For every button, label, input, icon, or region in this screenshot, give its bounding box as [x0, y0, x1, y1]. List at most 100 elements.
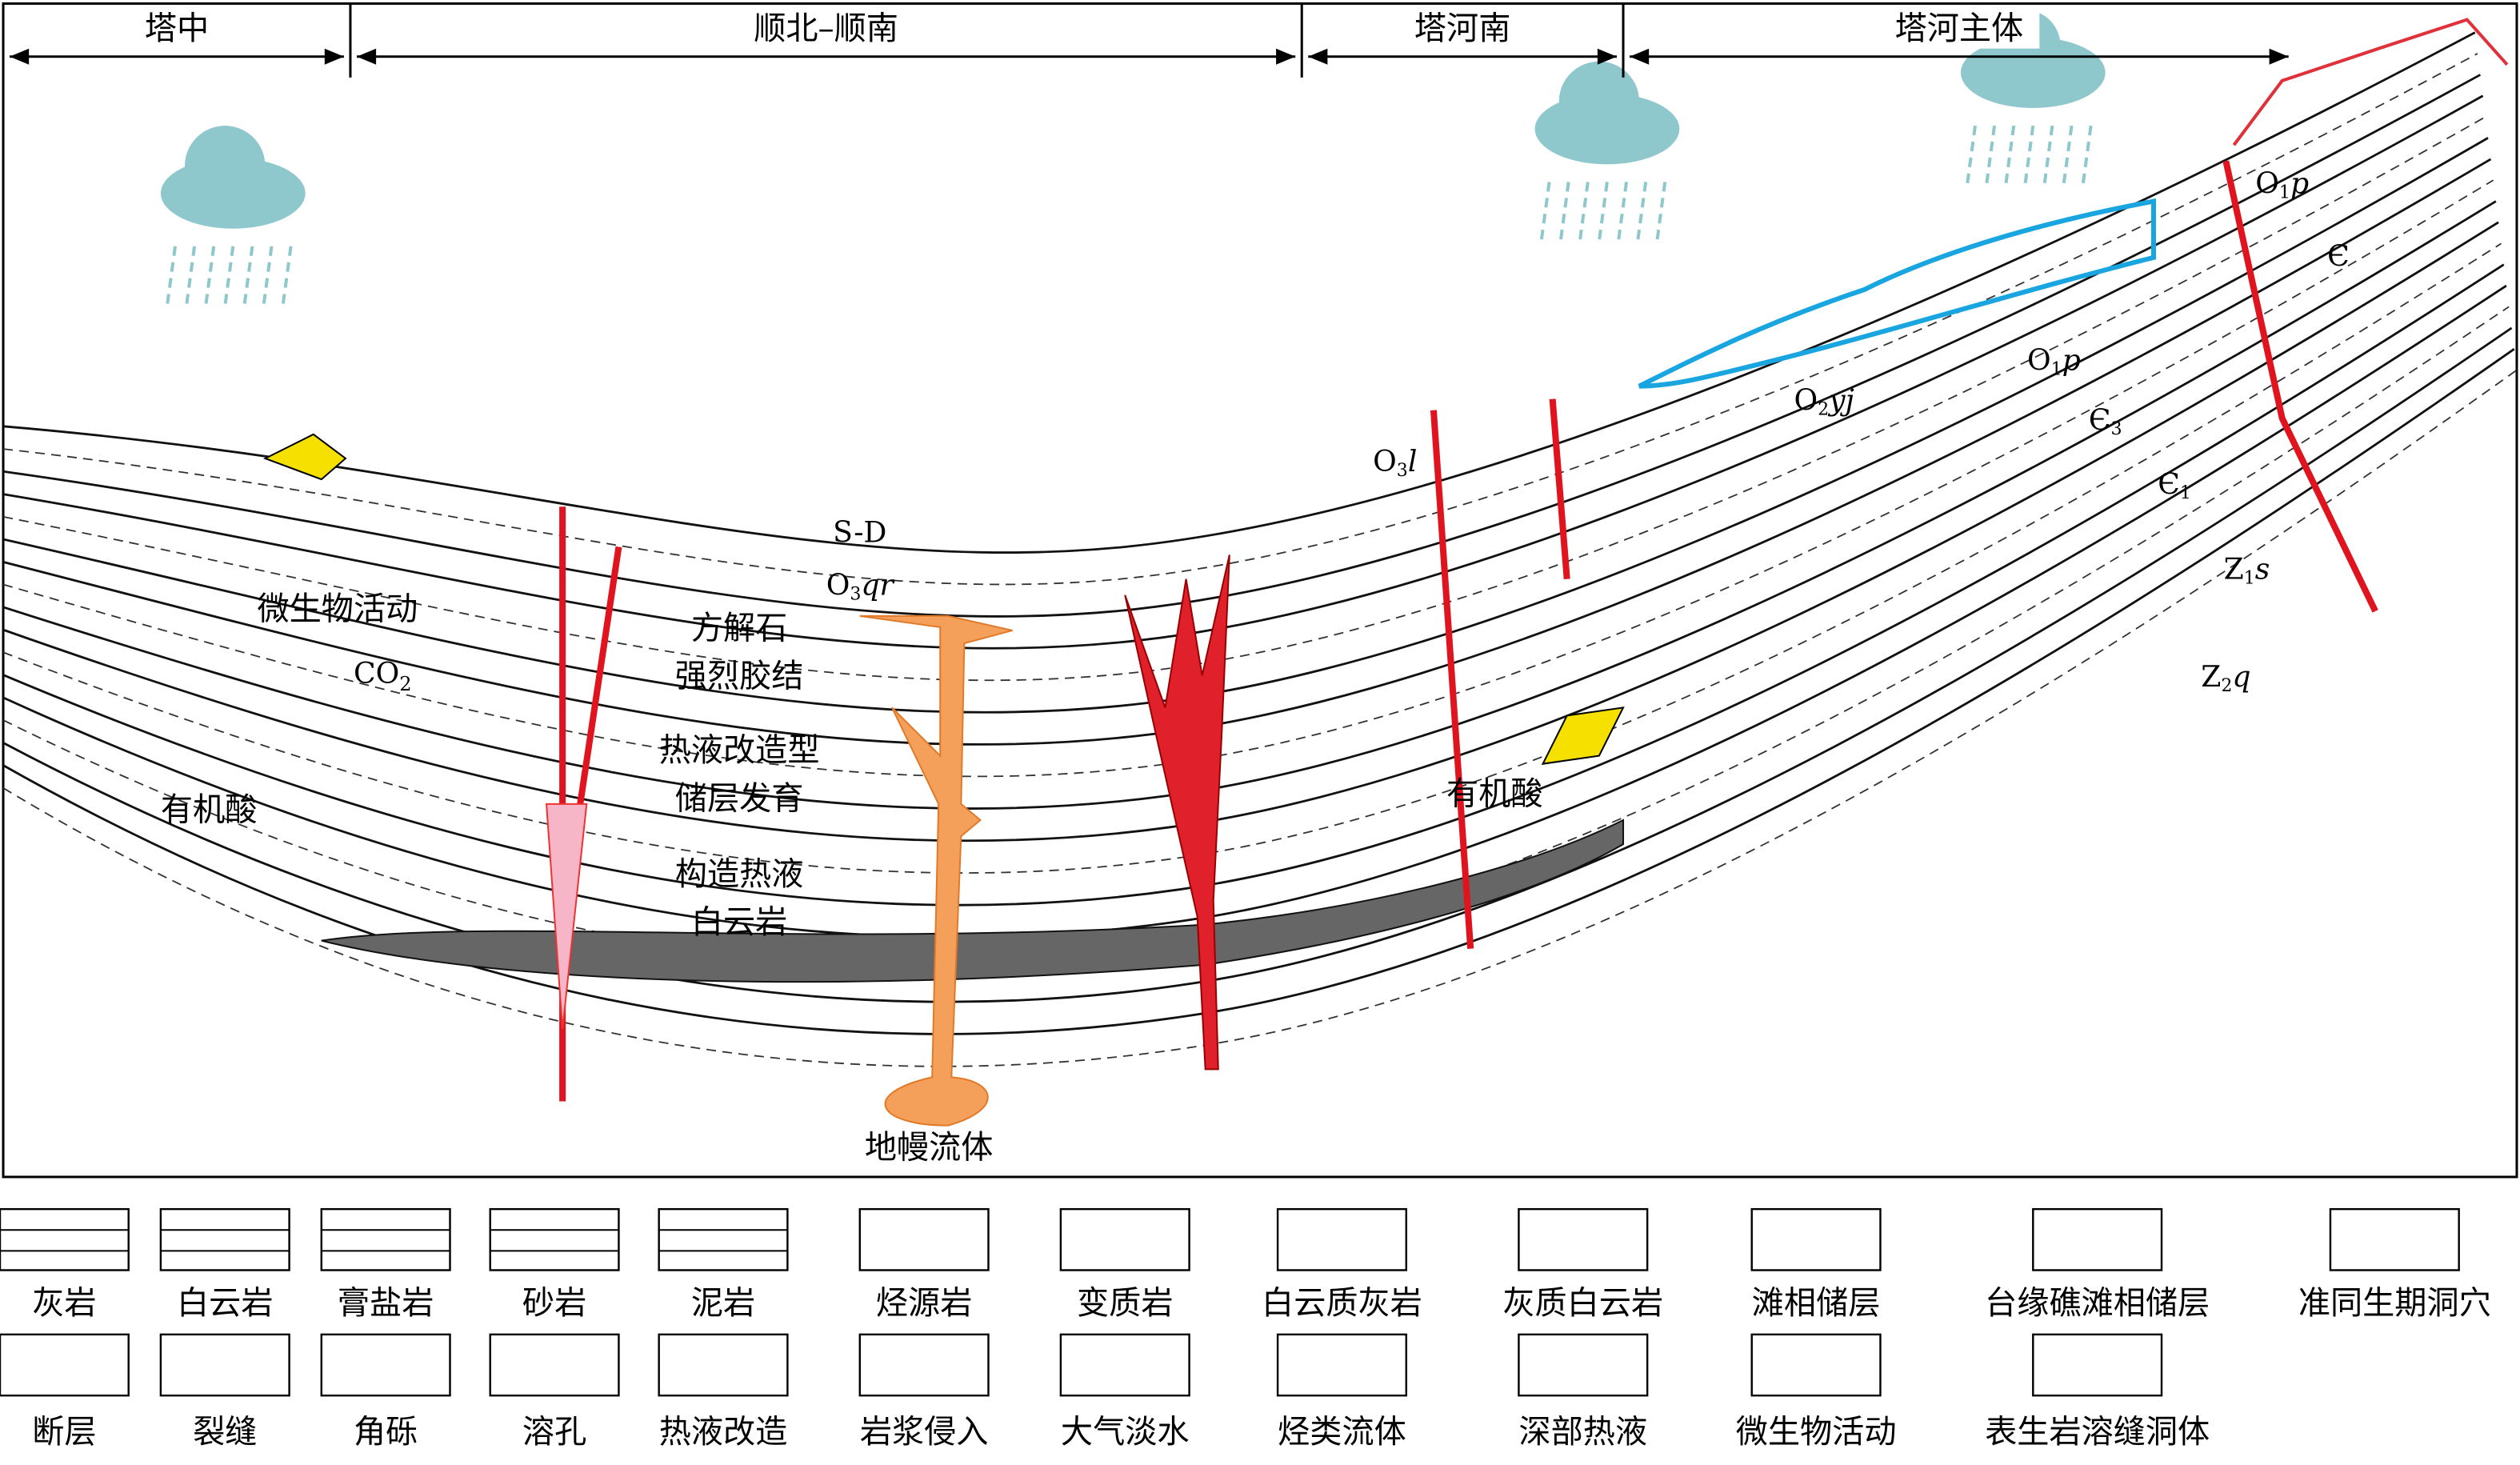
- formula-tail: l: [1408, 444, 1418, 478]
- formula-sub: 2: [399, 673, 411, 695]
- region-header: 塔中 顺北–顺南 塔河南 塔河主体: [10, 3, 2289, 78]
- stratum-boundary: [2, 179, 2494, 778]
- label-bg: [746, 10, 907, 49]
- label: 白云质灰岩: [1262, 1285, 1422, 1322]
- label: 断层: [32, 1414, 96, 1451]
- label: 有机酸: [161, 791, 257, 828]
- formula-base: Z: [2224, 551, 2244, 586]
- formula-base: O: [1373, 444, 1397, 478]
- legend-swatch: [489, 1333, 620, 1397]
- formula-tail: p: [2062, 342, 2081, 377]
- label: 变质岩: [1077, 1285, 1173, 1322]
- label: 塔河南: [1414, 10, 1510, 47]
- label: 膏盐岩: [338, 1285, 434, 1322]
- label: 灰质白云岩: [1502, 1285, 1663, 1322]
- label: 大气淡水: [1061, 1414, 1190, 1451]
- rain-drop: [1655, 182, 1667, 242]
- label: 有机酸: [1446, 775, 1542, 812]
- formula-base: Є: [2089, 402, 2111, 436]
- rain: [165, 125, 2093, 306]
- formation-label: O1p: [2027, 342, 2081, 380]
- hydrothermal-alteration: [545, 803, 588, 1030]
- label: 微生物活动: [257, 590, 418, 627]
- reef-reservoir: [1541, 706, 1625, 765]
- rain-drop: [223, 246, 235, 306]
- legend-swatch: [320, 1207, 451, 1271]
- label: 热液改造型: [659, 732, 820, 769]
- label: 砂岩: [522, 1285, 586, 1322]
- label: 塔河主体: [1895, 10, 2024, 47]
- label: 塔中: [145, 10, 209, 47]
- legend-swatch: [0, 1333, 130, 1397]
- rain-drop: [1636, 182, 1648, 242]
- label: 白云岩: [177, 1285, 273, 1322]
- source-rock: [321, 819, 1625, 983]
- label: 储层发育: [675, 780, 804, 817]
- rain-drop: [204, 246, 216, 306]
- legend-swatch: [0, 1207, 130, 1271]
- label-bg: [96, 10, 258, 49]
- rain-drop: [165, 246, 177, 306]
- rain-drop: [185, 246, 197, 306]
- rain-drop: [1539, 182, 1551, 242]
- rain-drop: [2004, 125, 2016, 186]
- label: 微生物活动: [1736, 1414, 1897, 1451]
- formula-sub: 3: [1397, 460, 1408, 481]
- label: 裂缝: [193, 1414, 257, 1451]
- legend-swatch: [320, 1333, 451, 1397]
- label: 地幔流体: [865, 1129, 994, 1166]
- legend-swatch: [858, 1207, 990, 1271]
- label-bg: [1382, 10, 1543, 49]
- label: 溶孔: [522, 1414, 586, 1451]
- formula-base: S-D: [833, 514, 886, 549]
- legend-swatch: [2329, 1207, 2460, 1271]
- label: 深部热液: [1518, 1414, 1647, 1451]
- label: 准同生期洞穴: [2298, 1285, 2491, 1322]
- rain-drop: [1985, 125, 1997, 186]
- fractures: [2232, 18, 2509, 146]
- legend-swatch: [1276, 1333, 1408, 1397]
- formation-label: Є3: [2089, 402, 2122, 439]
- formula-base: O: [826, 567, 850, 602]
- legend-swatch: [1750, 1207, 1882, 1271]
- label: 角砾: [354, 1414, 418, 1451]
- formation-label: Є1: [2158, 466, 2191, 504]
- stratum-boundary: [2, 116, 2486, 682]
- label: 台缘礁滩相储层: [1985, 1285, 2210, 1322]
- formula-base: Z: [2201, 659, 2221, 694]
- legend-swatch: [2032, 1207, 2163, 1271]
- formula-base: O: [2255, 166, 2279, 200]
- legend-swatch: [1059, 1333, 1190, 1397]
- label: 岩浆侵入: [860, 1414, 989, 1451]
- label: 白云岩: [691, 904, 787, 941]
- stratum-boundary: [2, 326, 2513, 1003]
- rain-drop: [281, 246, 293, 306]
- label: 烃类流体: [1278, 1414, 1406, 1451]
- formation-label: Z1s: [2224, 551, 2270, 589]
- stratum-boundary: [2, 74, 2482, 618]
- rain-drop: [2023, 125, 2035, 186]
- formation-label: S-D: [833, 514, 886, 549]
- formula-sub: 3: [850, 584, 861, 605]
- legend-swatch: [1276, 1207, 1408, 1271]
- rain-drop: [2081, 125, 2093, 186]
- label: 泥岩: [691, 1285, 755, 1322]
- formula-sub: 1: [2279, 182, 2290, 203]
- formation-label: O3l: [1373, 444, 1417, 482]
- legend-swatch: [858, 1333, 990, 1397]
- legend-swatch: [1518, 1207, 1649, 1271]
- stratum-boundary: [2, 53, 2478, 586]
- label: 灰岩: [32, 1285, 96, 1322]
- legend-swatch: [658, 1207, 789, 1271]
- label-bg: [1878, 10, 2040, 49]
- formula-tail: s: [2255, 551, 2270, 586]
- label: 表生岩溶缝洞体: [1985, 1414, 2210, 1451]
- legend-swatch: [658, 1333, 789, 1397]
- formula-tail: yj: [1827, 382, 1854, 417]
- formula-tail: q: [2232, 659, 2250, 694]
- formula-base: Є: [2158, 466, 2180, 501]
- label: 方解石: [691, 610, 787, 646]
- formula-sub: 1: [2244, 568, 2255, 589]
- label: 构造热液: [675, 856, 804, 893]
